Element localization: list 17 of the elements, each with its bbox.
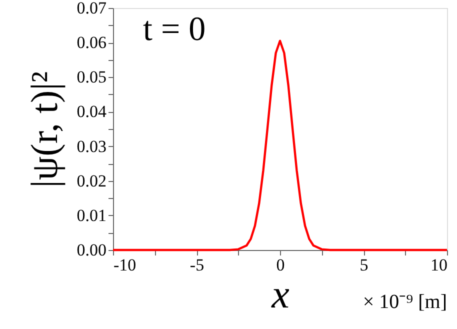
- x-tick-label: 10: [430, 256, 448, 274]
- text: × 10⁻⁹ [m]: [362, 291, 447, 313]
- y-tick-label: 0.03: [76, 136, 106, 156]
- y-tick-label: 0.06: [76, 33, 106, 52]
- y-axis-title: |ψ(r, t)|²: [24, 71, 66, 188]
- x-tick-label: -10: [114, 256, 136, 274]
- y-tick-label: 0.01: [76, 206, 106, 225]
- x-tick-label: 0: [276, 256, 285, 274]
- y-tick-label: 0.04: [76, 102, 107, 122]
- x-axis-title: x: [270, 272, 290, 316]
- x-tick-label: -5: [190, 256, 204, 274]
- y-tick-label: 0.02: [76, 171, 106, 190]
- y-tick-label: 0.07: [76, 0, 107, 18]
- annotation: t = 0: [143, 11, 206, 48]
- y-tick-label: 0.05: [76, 68, 106, 87]
- y-tick-label: 0.00: [76, 240, 106, 260]
- x-tick-label: 5: [360, 256, 368, 274]
